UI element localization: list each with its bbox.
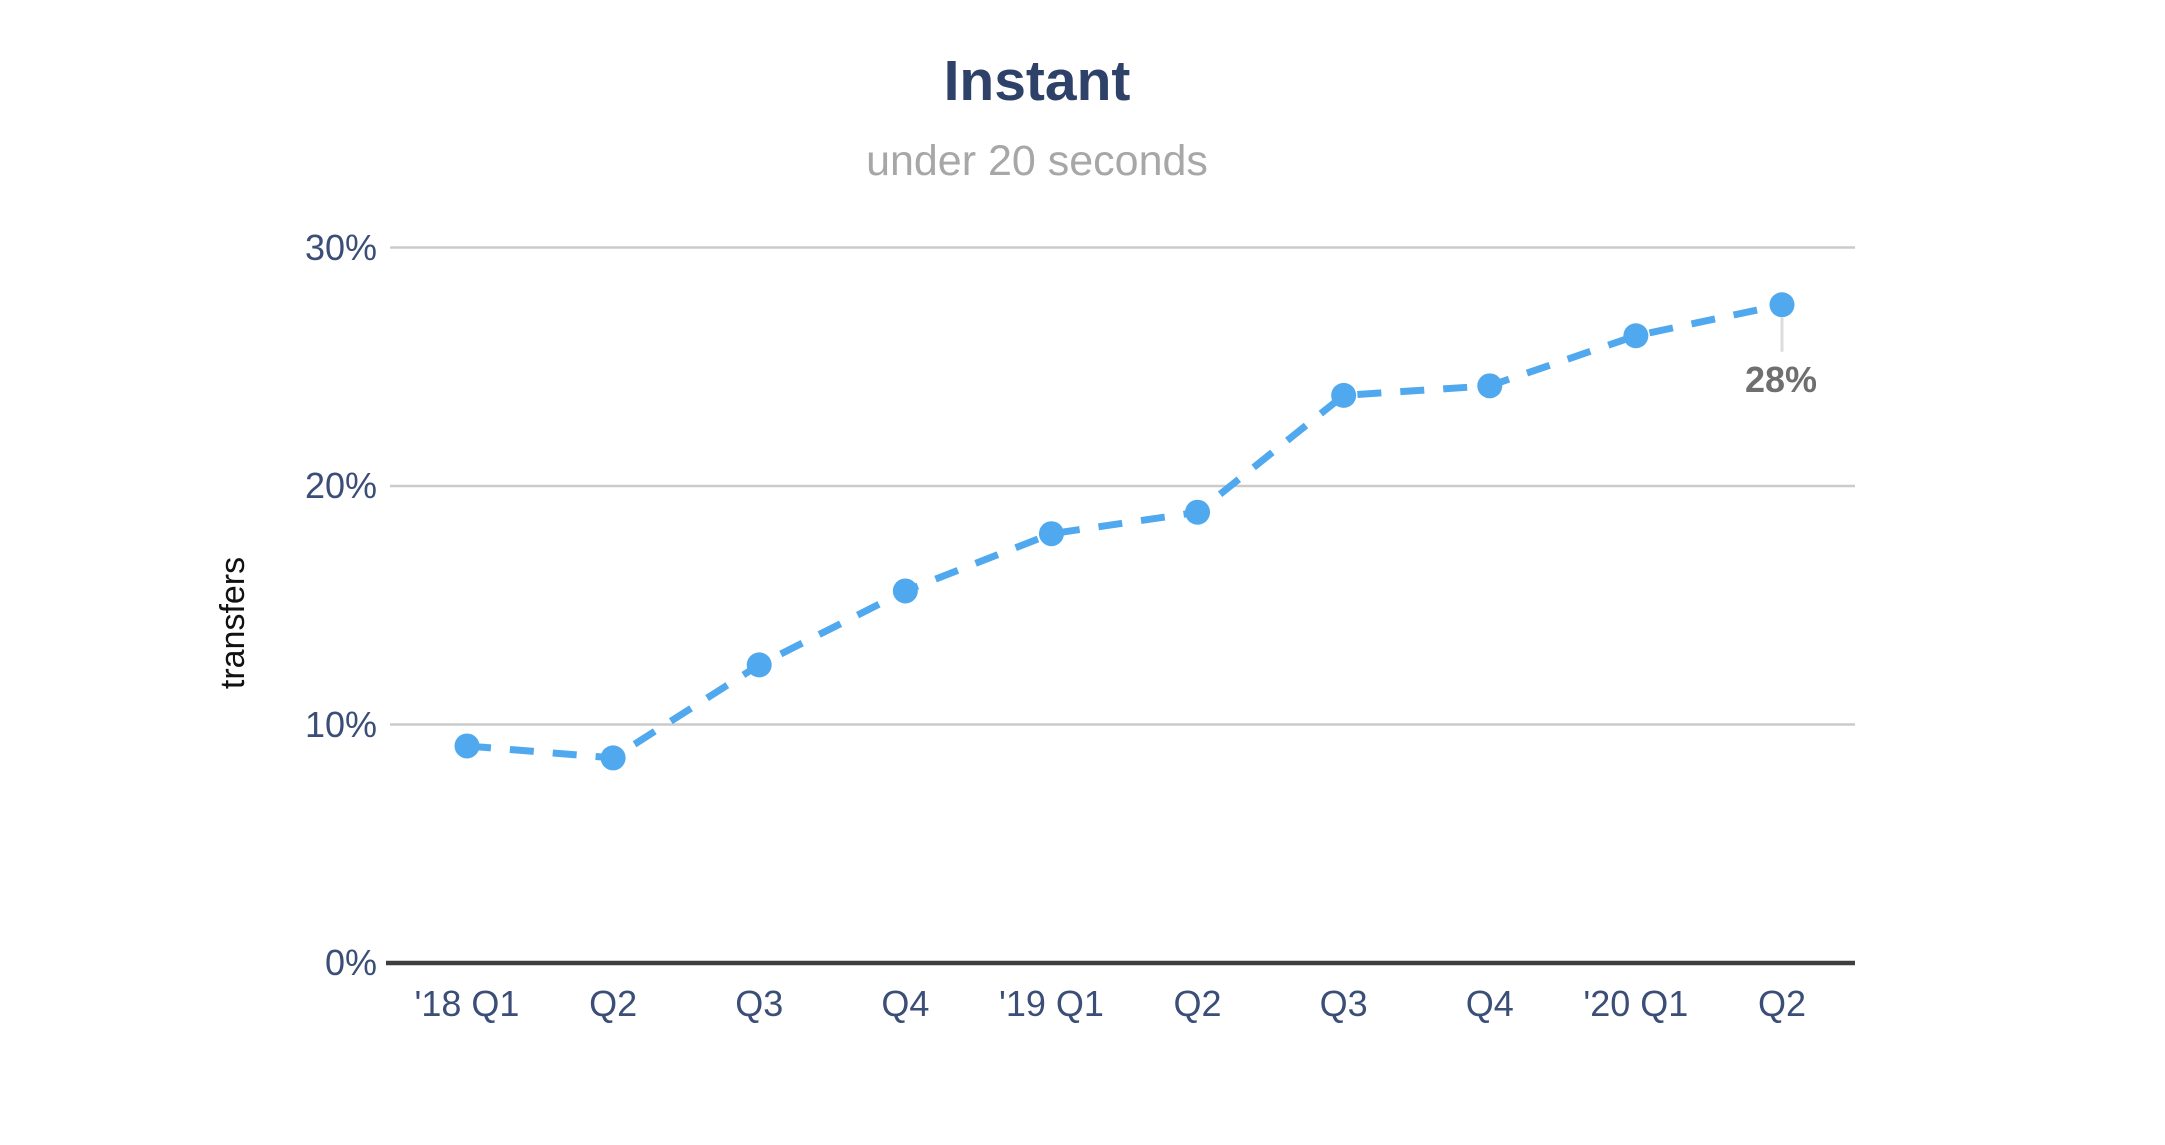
data-point-marker — [600, 745, 626, 771]
y-tick-label: 10% — [304, 703, 377, 745]
data-point-marker — [1477, 373, 1503, 399]
y-tick-label: 20% — [304, 465, 377, 506]
series-line — [466, 301, 1783, 762]
x-tick-label: '20 Q1 — [1583, 983, 1689, 1024]
data-point-marker — [1331, 382, 1357, 408]
data-point-marker — [454, 733, 480, 759]
x-tick-label: Q2 — [1173, 983, 1222, 1024]
x-tick-label: Q4 — [1465, 983, 1514, 1024]
x-tick-label: '18 Q1 — [414, 983, 520, 1024]
x-tick-label: Q2 — [589, 983, 638, 1024]
data-point-marker — [1623, 323, 1649, 349]
x-tick-label: Q3 — [735, 983, 784, 1024]
x-tick-label: Q4 — [881, 983, 930, 1024]
last-point-value-label: 28% — [1744, 359, 1818, 400]
chart-subtitle: under 20 seconds — [866, 137, 1208, 185]
y-tick-label: 0% — [324, 942, 377, 983]
chart-title: Instant — [943, 49, 1131, 113]
data-point-marker — [746, 652, 772, 678]
x-tick-label: '19 Q1 — [998, 983, 1104, 1024]
data-point-marker — [1185, 499, 1211, 525]
data-point-marker — [1038, 521, 1064, 547]
x-tick-label: Q2 — [1757, 983, 1806, 1024]
data-point-marker — [1769, 292, 1795, 318]
y-tick-label: 30% — [304, 226, 377, 268]
x-tick-label: Q3 — [1319, 983, 1368, 1024]
data-point-marker — [892, 578, 918, 604]
